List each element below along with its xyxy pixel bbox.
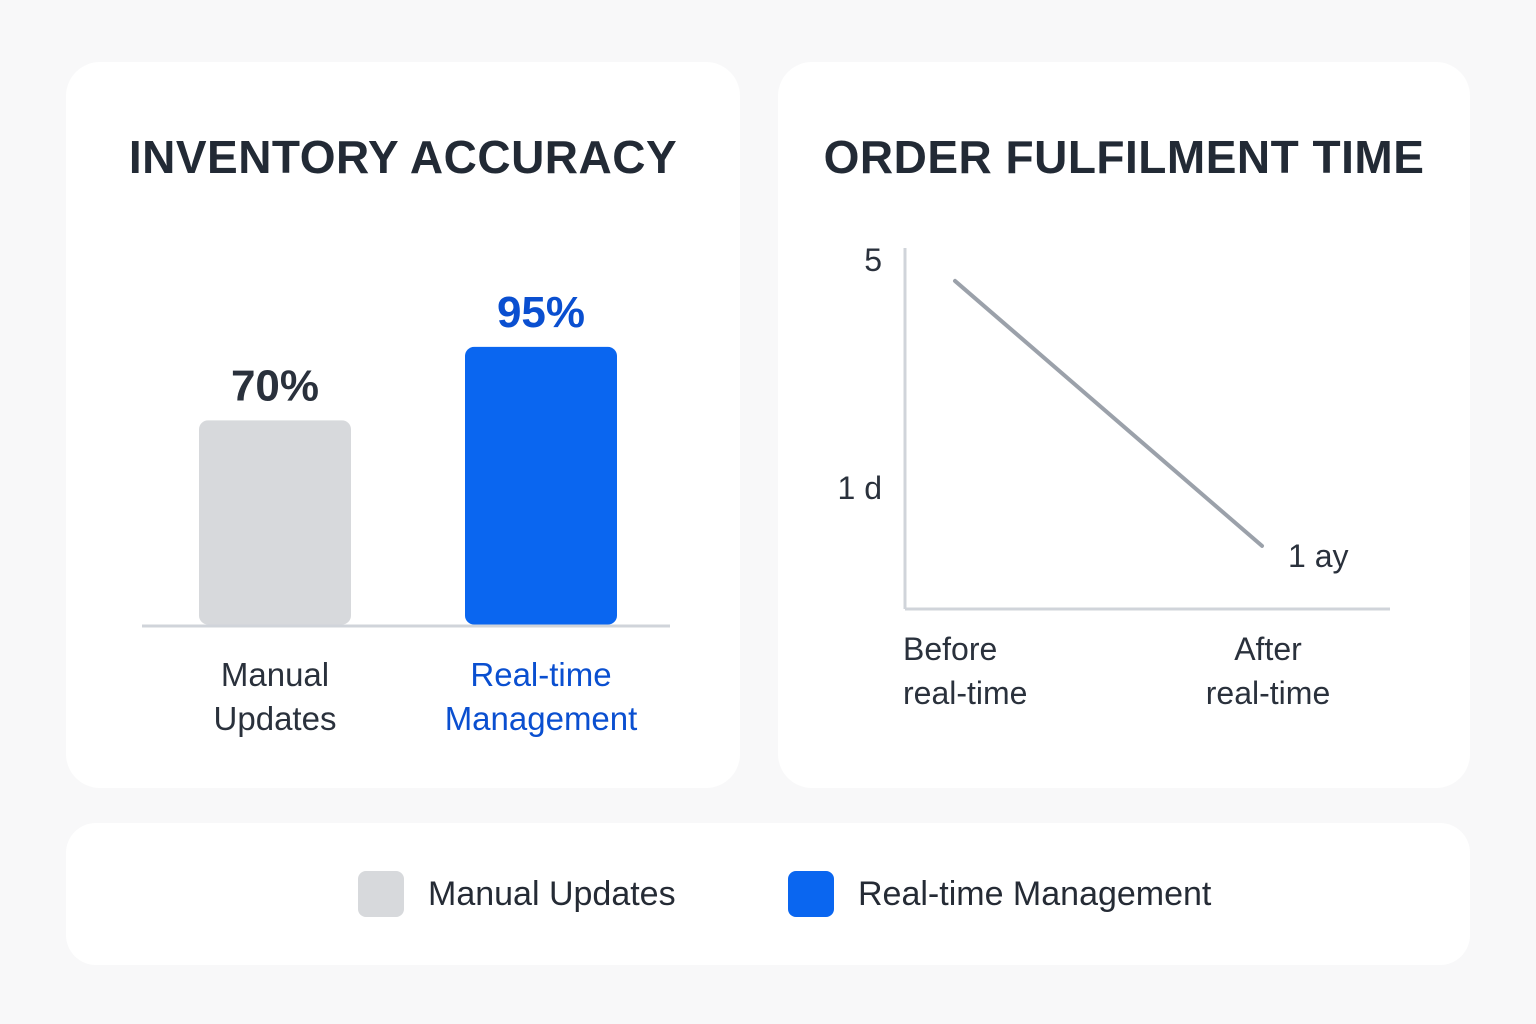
chart-title: ORDER FULFILMENT TIME bbox=[823, 131, 1425, 183]
legend-label: Manual Updates bbox=[428, 874, 676, 913]
tick-label: Manual Updates bbox=[214, 656, 337, 737]
bar bbox=[465, 346, 617, 625]
data-label: 70% bbox=[231, 361, 319, 410]
x-tick-label: Before real-time bbox=[903, 631, 1027, 711]
series-line bbox=[953, 278, 1264, 548]
tick-label: Real-time Management bbox=[445, 656, 638, 737]
bar bbox=[199, 420, 351, 625]
legend-item-realtime: Real-time Management bbox=[788, 871, 1211, 917]
inventory-accuracy-card: INVENTORY ACCURACY 70% Manual Updates 95% Re… bbox=[66, 62, 740, 788]
legend-swatch-realtime bbox=[788, 871, 834, 917]
order-fulfilment-card: ORDER FULFILMENT TIME 5 1 d 1 ay Before real… bbox=[778, 62, 1470, 788]
point-annotation: 1 ay bbox=[1288, 538, 1348, 574]
line-chart: 5 1 d 1 ay Before real-time After real-time bbox=[838, 242, 1390, 711]
legend-swatch-manual bbox=[358, 871, 404, 917]
legend-item-manual: Manual Updates bbox=[358, 871, 676, 917]
chart-title: INVENTORY ACCURACY bbox=[128, 131, 678, 183]
data-label: 95% bbox=[497, 288, 585, 337]
bar-chart: 70% Manual Updates 95% Real-time Management bbox=[142, 288, 670, 737]
legend: Manual Updates Real-time Management bbox=[66, 823, 1470, 965]
x-tick-label: After real-time bbox=[1206, 631, 1330, 711]
legend-label: Real-time Management bbox=[858, 874, 1212, 913]
y-tick-label: 5 bbox=[864, 242, 882, 278]
y-tick-label: 1 d bbox=[838, 470, 882, 506]
